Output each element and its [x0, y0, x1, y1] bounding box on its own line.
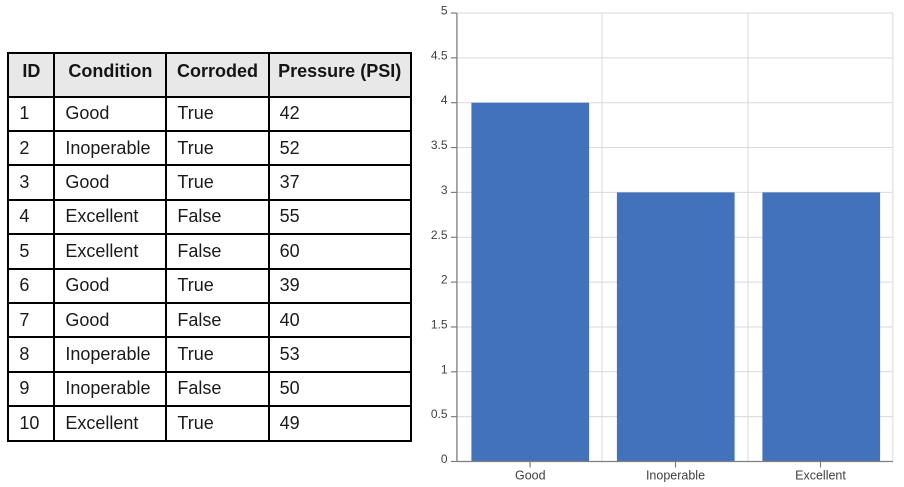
svg-text:4: 4 [441, 93, 448, 107]
svg-text:3: 3 [441, 183, 448, 197]
svg-text:Inoperable: Inoperable [646, 469, 705, 483]
svg-text:Good: Good [515, 469, 546, 483]
svg-text:Excellent: Excellent [795, 469, 846, 483]
svg-text:2.5: 2.5 [431, 228, 448, 242]
svg-text:0: 0 [441, 452, 448, 466]
svg-text:4.5: 4.5 [431, 48, 448, 62]
svg-text:5: 5 [441, 4, 448, 18]
svg-text:3.5: 3.5 [431, 138, 448, 152]
svg-text:1: 1 [441, 362, 448, 376]
svg-text:0.5: 0.5 [431, 407, 448, 421]
svg-text:1.5: 1.5 [431, 317, 448, 331]
svg-text:2: 2 [441, 273, 448, 287]
